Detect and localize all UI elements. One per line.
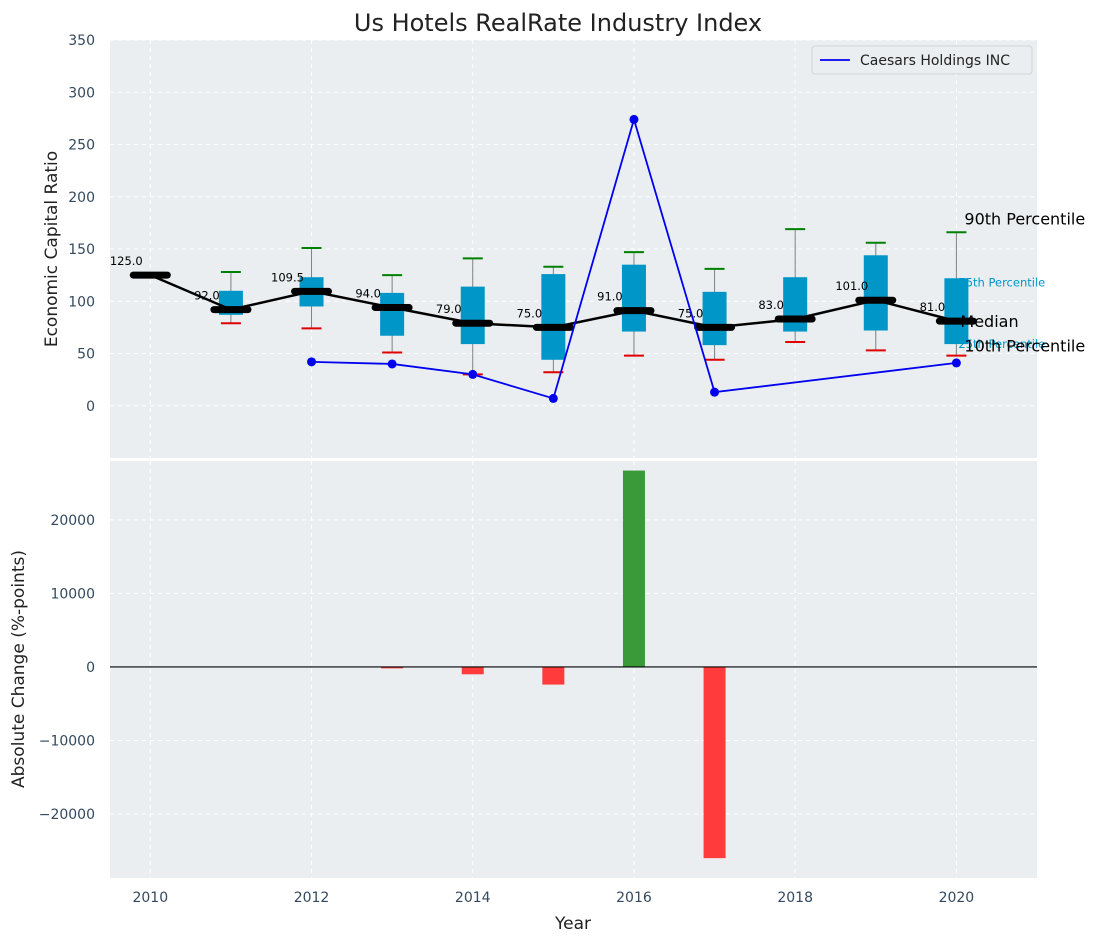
median-value-label: 81.0 bbox=[920, 300, 946, 314]
company-point bbox=[629, 114, 639, 124]
annotation-75th-percentile: 75th Percentile bbox=[958, 275, 1045, 289]
top-y-tick-label: 100 bbox=[68, 294, 95, 310]
box-iqr bbox=[621, 264, 646, 332]
median-value-label: 91.0 bbox=[597, 290, 623, 304]
x-tick-label: 2016 bbox=[616, 890, 652, 906]
annotation-10th-percentile: 10th Percentile bbox=[964, 337, 1085, 356]
box-iqr bbox=[541, 274, 566, 360]
bottom-y-tick-label: 0 bbox=[86, 660, 95, 676]
company-point bbox=[951, 358, 961, 368]
top-y-axis-label: Economic Capital Ratio bbox=[42, 151, 62, 347]
x-tick-label: 2010 bbox=[132, 890, 168, 906]
change-bar bbox=[381, 666, 404, 669]
company-point bbox=[307, 357, 317, 367]
annotation-median: Median bbox=[960, 312, 1018, 331]
x-tick-label: 2014 bbox=[455, 890, 491, 906]
median-value-label: 125.0 bbox=[110, 254, 143, 268]
x-tick-label: 2018 bbox=[777, 890, 813, 906]
legend-box bbox=[811, 45, 1033, 75]
top-y-tick-label: 0 bbox=[86, 399, 95, 415]
top-y-tick-label: 250 bbox=[68, 138, 95, 154]
bottom-y-tick-label: 20000 bbox=[50, 513, 95, 529]
change-bar bbox=[622, 470, 645, 667]
top-y-tick-label: 300 bbox=[68, 85, 95, 101]
annotation-90th-percentile: 90th Percentile bbox=[964, 209, 1085, 228]
bottom-panel: −20000 −10000 0 10000 20000 2010 2012 2014 2016 2… bbox=[39, 461, 1037, 906]
x-tick-label: 2012 bbox=[294, 890, 330, 906]
annotation-25th-percentile: 25th Percentile bbox=[958, 337, 1045, 351]
median-value-label: 83.0 bbox=[758, 298, 784, 312]
box-iqr bbox=[380, 292, 405, 336]
box-iqr bbox=[863, 255, 888, 331]
box-iqr bbox=[944, 278, 969, 345]
box-iqr bbox=[460, 286, 485, 345]
legend: Caesars Holdings INC bbox=[811, 45, 1033, 75]
legend-entry-label: Caesars Holdings INC bbox=[860, 53, 1010, 69]
change-bar bbox=[542, 666, 565, 685]
top-y-tick-label: 200 bbox=[68, 190, 95, 206]
chart-title: Us Hotels RealRate Industry Index bbox=[354, 9, 762, 37]
x-tick-label: 2020 bbox=[939, 890, 975, 906]
company-point bbox=[468, 369, 478, 379]
box-iqr bbox=[702, 291, 727, 346]
company-point bbox=[710, 387, 720, 397]
bottom-y-tick-label: 10000 bbox=[50, 586, 95, 602]
bottom-plot-background bbox=[110, 461, 1037, 878]
top-y-tick-label: 50 bbox=[77, 347, 95, 363]
bottom-y-axis-label: Absolute Change (%-points) bbox=[9, 550, 29, 788]
company-point bbox=[387, 359, 397, 369]
top-y-tick-label: 150 bbox=[68, 242, 95, 258]
top-y-tick-label: 350 bbox=[68, 33, 95, 49]
top-panel: 0 50 100 150 200 250 300 350 125.0 92.0 109.5 94.0 7… bbox=[68, 33, 1085, 458]
median-value-label: 94.0 bbox=[355, 287, 381, 301]
median-value-label: 79.0 bbox=[436, 302, 462, 316]
median-value-label: 101.0 bbox=[835, 279, 868, 293]
company-point bbox=[548, 393, 558, 403]
median-value-label: 109.5 bbox=[271, 270, 304, 284]
change-bar bbox=[461, 666, 484, 675]
box-iqr bbox=[783, 277, 808, 332]
bottom-y-tick-label: −20000 bbox=[39, 807, 95, 823]
bottom-y-tick-label: −10000 bbox=[39, 733, 95, 749]
median-value-label: 92.0 bbox=[194, 289, 220, 303]
change-bar bbox=[703, 666, 726, 859]
median-value-label: 75.0 bbox=[517, 306, 543, 320]
x-axis-label: Year bbox=[554, 914, 591, 934]
